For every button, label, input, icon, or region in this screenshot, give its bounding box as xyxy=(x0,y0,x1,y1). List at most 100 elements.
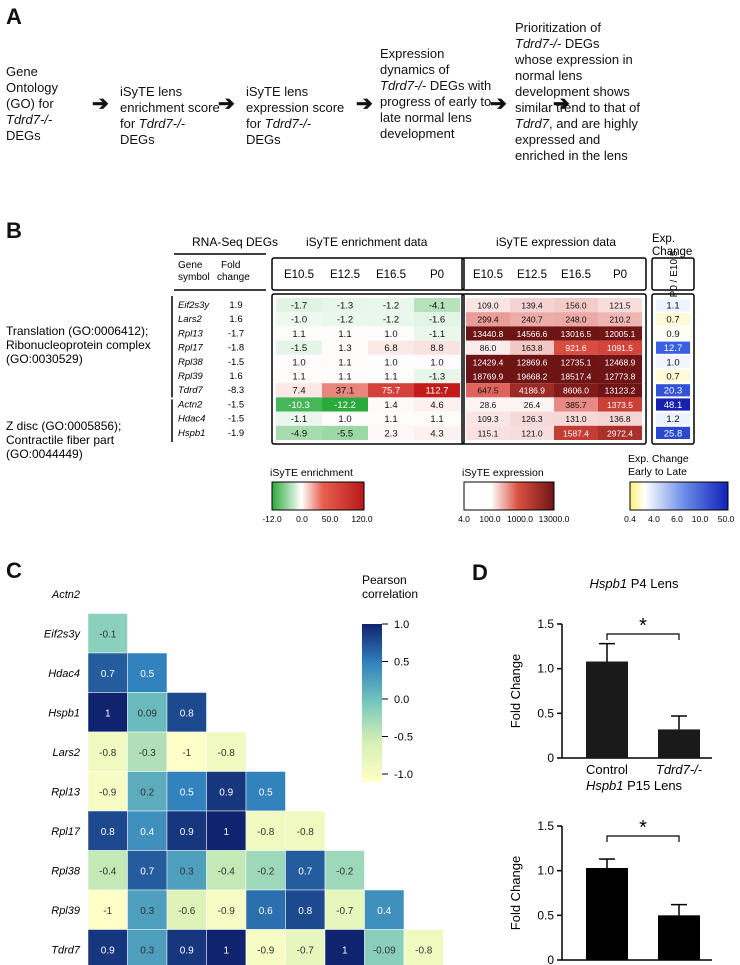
correlation-value: -0.8 xyxy=(415,945,433,956)
y-tick-label: 1.0 xyxy=(537,662,554,676)
correlation-value: -0.7 xyxy=(336,906,354,917)
expression-value: 13016.5 xyxy=(561,329,592,339)
y-tick-label: 1.5 xyxy=(537,819,554,833)
go-group-label: Translation (GO:0006412); xyxy=(6,324,148,338)
enrichment-value: 75.7 xyxy=(382,386,401,397)
correlation-value: -0.9 xyxy=(257,945,275,956)
enrichment-value: 1.0 xyxy=(338,414,351,425)
enrichment-value: 1.0 xyxy=(292,357,305,368)
enrichment-value: -1.2 xyxy=(383,315,399,326)
exp-change-cell xyxy=(656,355,690,368)
correlation-cell xyxy=(364,889,405,930)
correlation-value: 1 xyxy=(342,945,348,956)
enrichment-value: -1.2 xyxy=(383,301,399,312)
expression-value: 921.6 xyxy=(565,343,587,353)
expression-value: 86.0 xyxy=(480,343,497,353)
expression-cell xyxy=(466,369,510,384)
right-arrow-icon: ➔ xyxy=(356,93,373,115)
enrichment-cell xyxy=(368,340,414,355)
y-tick-label: 1.0 xyxy=(537,864,554,878)
enrichment-cell xyxy=(322,397,368,412)
expression-value: 131.0 xyxy=(565,414,587,424)
expression-value: 299.4 xyxy=(477,315,499,325)
expression-cell xyxy=(554,383,598,398)
step-text: DEGs xyxy=(246,132,281,147)
expression-value: 26.4 xyxy=(524,400,541,410)
correlation-value: 0.4 xyxy=(140,827,154,838)
legend-tick: 13000.0 xyxy=(539,514,570,524)
correlation-value: -1 xyxy=(103,906,112,917)
legend-title: correlation xyxy=(362,587,418,601)
legend-tick: 6.0 xyxy=(671,514,683,524)
gene-symbol: Rpl17 xyxy=(178,343,204,354)
enrichment-cell xyxy=(322,425,368,440)
correlation-value: 0.8 xyxy=(298,906,312,917)
fold-change-value: -1.5 xyxy=(228,414,244,425)
exp-change-value: 0.7 xyxy=(666,315,679,326)
expression-cell xyxy=(554,298,598,313)
enrichment-cell xyxy=(322,298,368,313)
enrichment-cell xyxy=(322,326,368,341)
enrichment-value: 1.1 xyxy=(292,372,305,383)
correlation-value: 0.9 xyxy=(219,787,233,798)
row-gene-label: Hspb1 xyxy=(48,707,80,719)
expression-value: 136.8 xyxy=(609,414,631,424)
enrichment-value: -1.3 xyxy=(337,301,353,312)
enrichment-cell xyxy=(322,369,368,384)
workflow-step-4: Expression dynamics of Tdrd7-/- DEGs wit… xyxy=(380,46,492,142)
correlation-value: -0.9 xyxy=(218,906,236,917)
exp-change-cell xyxy=(656,327,690,340)
legend-tick: 1000.0 xyxy=(507,514,533,524)
stage-label: P0 xyxy=(430,269,444,281)
expression-cell xyxy=(466,383,510,398)
expression-value: 4186.9 xyxy=(519,386,545,396)
panel-b-label: B xyxy=(6,218,22,243)
exp-change-header: Change xyxy=(652,246,692,258)
correlation-value: 0.2 xyxy=(140,787,154,798)
fold-change-value: 1.6 xyxy=(229,314,242,325)
expression-value: 12869.6 xyxy=(517,357,548,367)
expression-value: 109.3 xyxy=(477,414,499,424)
row-gene-label: Actn2 xyxy=(51,589,80,601)
exp-change-value: 0.7 xyxy=(666,372,679,383)
enrichment-value: -1.5 xyxy=(291,343,307,354)
enrichment-cell xyxy=(322,340,368,355)
step-text: DEGs with progress of early to late norm… xyxy=(380,78,492,141)
correlation-cell xyxy=(166,771,207,812)
correlation-cell xyxy=(285,810,326,851)
step-text: iSyTE lens expression score for xyxy=(246,84,345,131)
expression-cell xyxy=(554,425,598,440)
expression-value: 115.1 xyxy=(478,428,499,438)
enrichment-value: 1.1 xyxy=(430,414,443,425)
enrichment-cell xyxy=(276,397,322,412)
expression-cell xyxy=(510,383,554,398)
enrichment-cell xyxy=(276,369,322,384)
workflow-step-2: iSyTE lens enrichment score for Tdrd7-/-… xyxy=(120,84,220,148)
row-gene-label: Rpl39 xyxy=(51,905,80,917)
step-text: Prioritization of xyxy=(515,20,601,35)
expression-value: 28.6 xyxy=(480,400,497,410)
correlation-cell xyxy=(127,652,168,693)
enrichment-value: 112.7 xyxy=(425,386,448,397)
correlation-value: 1 xyxy=(105,708,111,719)
correlation-value: 1 xyxy=(223,945,229,956)
correlation-value: -0.6 xyxy=(178,906,196,917)
panel-c-label: C xyxy=(6,558,22,583)
stage-label: E16.5 xyxy=(376,269,406,281)
x-category-label: Tdrd7-/- xyxy=(656,762,703,777)
correlation-value: 0.3 xyxy=(140,945,154,956)
expression-cell xyxy=(554,369,598,384)
gene-symbol: Rpl13 xyxy=(178,328,204,339)
expression-value: 12735.1 xyxy=(561,357,592,367)
y-axis-label: Fold Change xyxy=(508,856,523,930)
enrichment-value: -4.9 xyxy=(291,428,307,439)
expression-value: 12429.4 xyxy=(473,357,504,367)
legend-tick: 10.0 xyxy=(692,514,709,524)
enrichment-value: -1.3 xyxy=(429,372,445,383)
correlation-cell xyxy=(206,929,247,965)
expression-cell xyxy=(598,298,642,313)
correlation-value: 0.9 xyxy=(180,827,194,838)
correlation-cell xyxy=(324,850,365,891)
expression-cell xyxy=(554,340,598,355)
expression-value: 12773.8 xyxy=(605,372,636,382)
